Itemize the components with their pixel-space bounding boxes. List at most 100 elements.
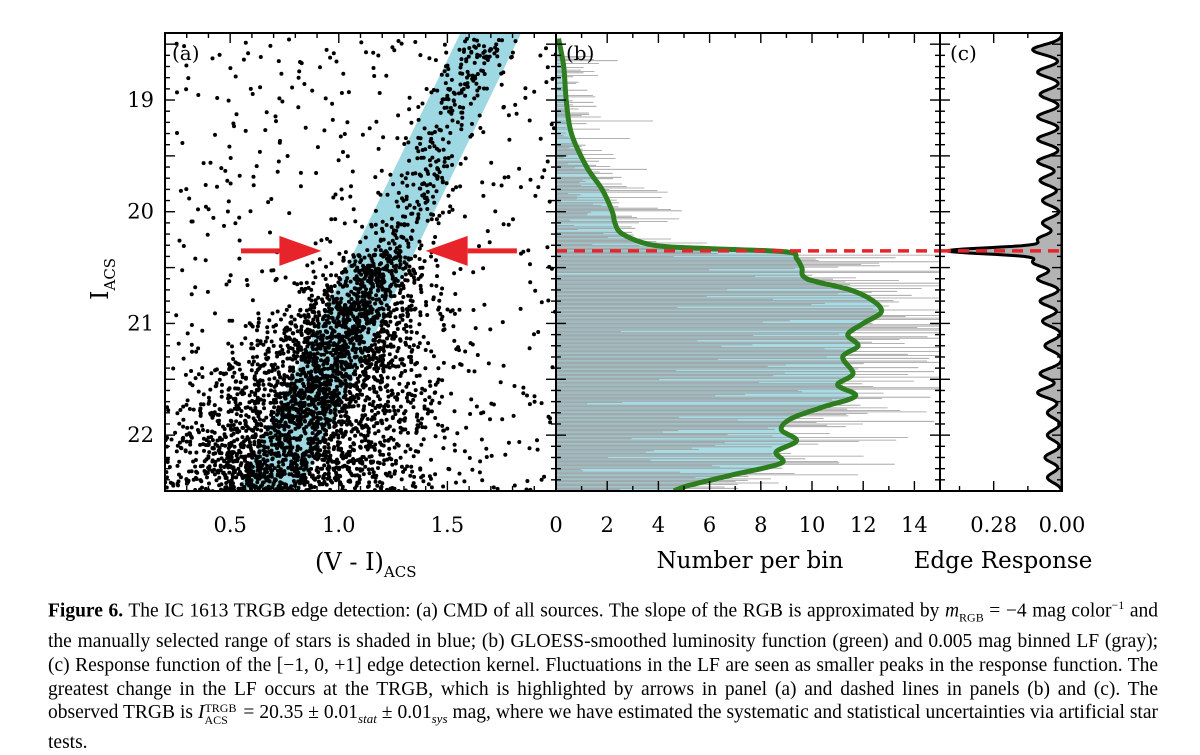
star-point [429,131,434,136]
star-point [475,93,480,98]
star-point [263,475,268,480]
star-point [318,466,323,471]
star-point [270,442,275,447]
star-point [181,404,186,409]
star-point [286,401,291,406]
star-point [233,221,238,226]
star-point [359,335,364,340]
star-point [331,319,336,324]
star-point [372,332,377,337]
star-point [464,494,468,498]
star-point [434,258,438,263]
star-point [281,404,286,409]
star-point [348,279,353,284]
star-point [144,465,148,469]
star-point [384,417,389,422]
star-point [426,482,431,487]
star-point [213,451,218,456]
star-point [219,389,224,394]
star-point [341,492,345,496]
star-point [312,476,317,481]
star-point [400,317,405,322]
star-point [187,407,192,411]
star-point [427,145,432,149]
star-point [302,384,306,388]
star-point [359,40,364,45]
star-point [333,423,338,428]
star-point [431,297,436,302]
star-point [489,453,494,458]
star-point [392,280,397,285]
star-point [273,114,278,119]
star-point [375,483,380,488]
star-point [308,445,313,450]
star-point [203,486,208,491]
star-point [376,410,381,415]
star-point [358,307,362,312]
star-point [454,185,459,190]
star-point [410,492,414,496]
star-point [428,182,433,187]
star-point [314,433,319,438]
star-point [397,320,402,325]
star-point [226,98,231,103]
star-point [219,394,224,399]
star-point [200,492,204,496]
star-point [332,476,337,481]
star-point [273,397,278,402]
star-point [354,427,359,431]
star-point [440,378,445,383]
star-point [451,365,456,370]
star-point [262,387,267,392]
star-point [361,265,366,270]
star-point [266,425,271,430]
star-point [280,414,285,419]
star-point [369,256,374,261]
star-point [545,245,550,250]
star-point [487,54,492,59]
star-point [423,398,428,402]
star-point [319,334,324,339]
star-point [405,399,410,404]
star-point [407,264,412,269]
star-point [373,272,378,277]
star-point [376,146,381,151]
star-point [284,407,289,412]
star-point [292,317,297,322]
star-point [219,166,224,171]
star-point [252,418,257,423]
star-point [305,344,310,349]
star-point [261,418,266,423]
star-point [289,399,294,404]
star-point [405,278,410,283]
star-point [259,423,264,428]
star-point [364,360,369,365]
star-point [400,313,405,318]
star-point [140,468,144,472]
star-point [510,50,515,55]
x-tick-label: 0.00 [1039,513,1086,537]
star-point [332,284,337,288]
star-point [323,348,328,353]
star-point [322,423,327,427]
star-point [532,89,537,94]
star-point [310,451,315,456]
star-point [394,307,399,312]
star-point [141,486,145,490]
star-point [210,458,215,463]
star-point [482,302,487,307]
star-point [338,382,343,387]
star-point [452,271,457,276]
star-point [374,314,379,319]
star-point [385,473,390,478]
star-point [186,76,191,81]
star-point [344,330,348,335]
star-point [324,454,329,458]
star-point [513,39,518,44]
star-point [314,394,319,399]
star-point [330,480,335,485]
star-point [140,473,144,477]
star-point [200,423,205,428]
star-point [248,465,252,470]
star-point [263,445,268,450]
